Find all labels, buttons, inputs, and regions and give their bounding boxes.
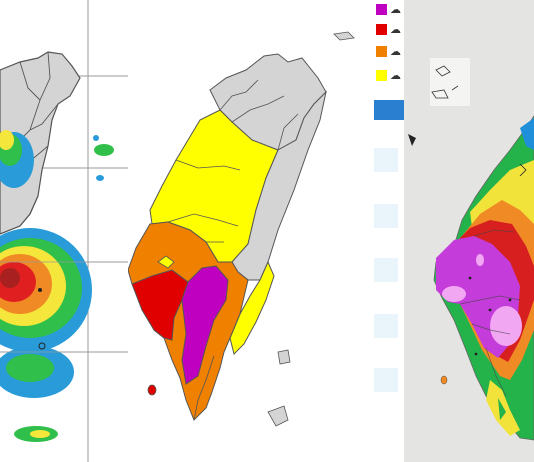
rain-cloud-icon: ☁ [390, 2, 401, 16]
warning-svg [128, 31, 355, 427]
rain-warning-map [128, 0, 370, 462]
orchid-island [267, 405, 289, 427]
warning-legend: ☁ ☁ ☁ ☁ [370, 0, 406, 462]
region-yellow-east [229, 260, 275, 355]
rainfall-peak [490, 306, 522, 346]
legend-row: ☁ [376, 44, 401, 58]
legend-row: ☁ [376, 2, 401, 16]
lightning-cloud-icon: ☁ [390, 44, 401, 58]
legend-swatch [376, 69, 387, 81]
rain-cloud-icon: ☁ [390, 22, 401, 36]
green-island [277, 349, 291, 365]
list-item [374, 204, 398, 228]
inset-box [430, 58, 470, 106]
rainfall-svg [404, 0, 534, 462]
legend-header-bar [374, 100, 404, 120]
radar-composite-map [0, 0, 128, 462]
legend-swatch [376, 45, 387, 57]
penghu-island [147, 384, 157, 396]
legend-row: ☁ [376, 22, 401, 36]
list-item [374, 258, 398, 282]
county-borders-warning [167, 79, 299, 421]
accumulated-rainfall-map: ☁ ☁ ☁ ☁ [370, 0, 534, 462]
list-item [374, 314, 398, 338]
radar-echoes [0, 130, 114, 442]
rain-cloud-icon: ☁ [390, 68, 401, 82]
legend-swatch [376, 3, 387, 15]
radar-svg [0, 0, 128, 462]
list-item [374, 368, 398, 392]
region-red [131, 269, 189, 341]
county-borders-rainfall [459, 229, 521, 397]
region-purple [181, 265, 229, 385]
list-item [374, 148, 398, 172]
legend-row: ☁ [376, 68, 401, 82]
legend-swatch [376, 23, 387, 35]
region-east-gray [231, 90, 327, 281]
matsu-island [333, 31, 355, 41]
